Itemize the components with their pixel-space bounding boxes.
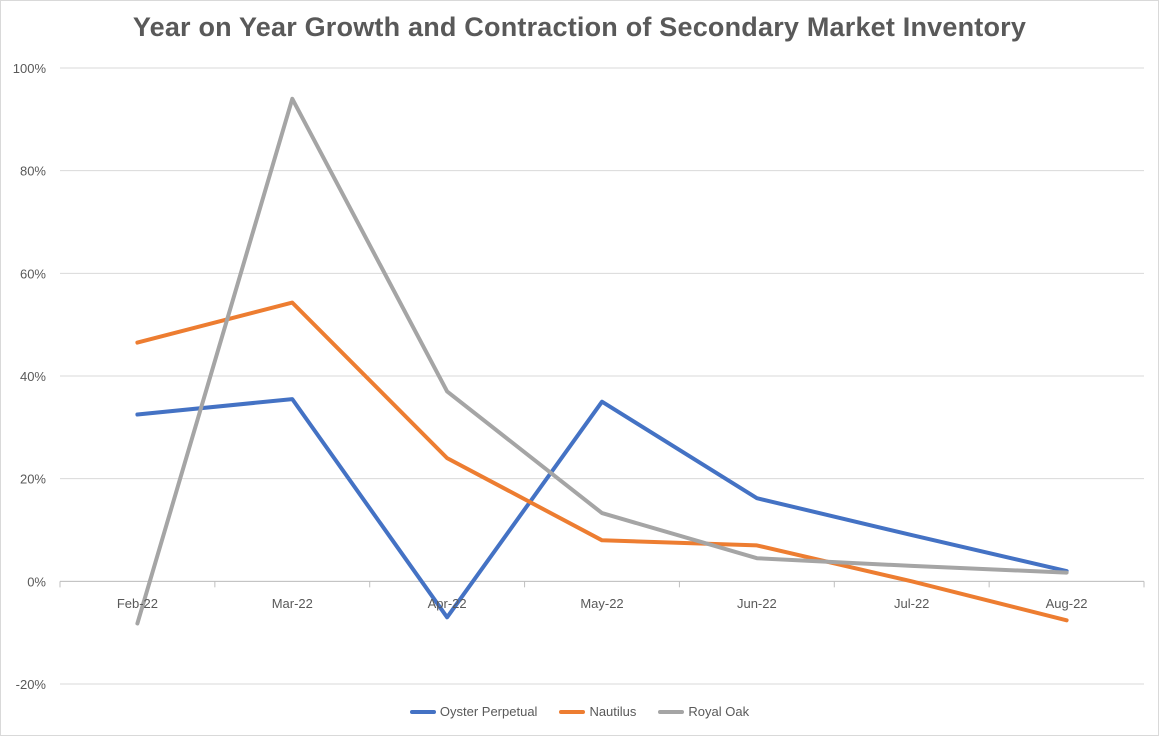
legend: Oyster Perpetual Nautilus Royal Oak (0, 704, 1159, 719)
legend-label: Oyster Perpetual (439, 704, 538, 719)
legend-swatch (409, 709, 436, 714)
x-tick-label: May-22 (580, 596, 623, 611)
x-tick-label: Apr-22 (428, 596, 467, 611)
legend-swatch (658, 709, 685, 714)
y-tick-label: 60% (20, 266, 46, 281)
x-axis-ticks: Feb-22 Mar-22 Apr-22 May-22 Jun-22 Jul-22 Aug-… (117, 596, 1088, 611)
gridlines (60, 67, 1144, 685)
legend-label: Nautilus (589, 704, 637, 719)
x-axis (59, 580, 1145, 588)
y-tick-label: 80% (20, 164, 46, 179)
y-tick-label: 0% (27, 574, 46, 589)
chart-title: Year on Year Growth and Contraction of S… (132, 12, 1027, 42)
legend-item: Nautilus (559, 704, 636, 719)
x-tick-label: Aug-22 (1046, 596, 1088, 611)
y-axis-ticks: -20% 0% 20% 40% 60% 80% 100% (13, 61, 47, 692)
series-line-oyster-perpetual (135, 397, 1069, 620)
y-tick-label: 20% (20, 472, 46, 487)
x-tick-label: Feb-22 (117, 596, 158, 611)
y-tick-label: 100% (13, 61, 47, 76)
legend-label: Royal Oak (688, 704, 750, 719)
legend-item: Oyster Perpetual (409, 704, 538, 719)
legend-item: Royal Oak (658, 704, 749, 719)
series-lines (135, 96, 1069, 626)
legend-swatch (559, 709, 586, 714)
y-tick-label: -20% (16, 677, 47, 692)
series-line-royal-oak (135, 96, 1069, 626)
x-tick-label: Mar-22 (272, 596, 313, 611)
x-tick-label: Jul-22 (894, 596, 929, 611)
x-tick-label: Jun-22 (737, 596, 777, 611)
y-tick-label: 40% (20, 369, 46, 384)
series-line-nautilus (135, 300, 1069, 623)
